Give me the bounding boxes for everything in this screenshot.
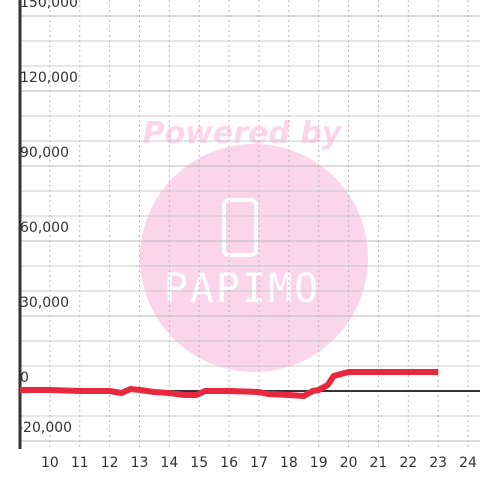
x-tick-label: 20 (340, 455, 358, 471)
x-tick-label: 17 (250, 455, 268, 471)
x-tick-label: 10 (41, 455, 59, 471)
watermark-circle (140, 144, 368, 372)
y-tick-label: 30,000 (20, 295, 69, 311)
x-tick-label: 12 (101, 455, 119, 471)
x-tick-label: 23 (429, 455, 447, 471)
x-tick-label: 11 (71, 455, 89, 471)
y-tick-label: 90,000 (20, 145, 69, 161)
y-tick-label: 120,000 (20, 70, 78, 86)
y-tick-label: 0 (20, 370, 29, 386)
y-tick-label: 150,000 (20, 0, 78, 11)
x-tick-label: 22 (399, 455, 417, 471)
x-tick-label: 18 (280, 455, 298, 471)
x-tick-label: 14 (160, 455, 178, 471)
x-tick-label: 19 (310, 455, 328, 471)
x-tick-label: 15 (190, 455, 208, 471)
y-tick-label: 60,000 (20, 220, 69, 236)
watermark-icon (222, 198, 258, 257)
x-tick-label: 16 (220, 455, 238, 471)
y-tick-label: -20,000 (18, 420, 72, 436)
series-line (20, 369, 439, 399)
x-tick-label: 21 (370, 455, 388, 471)
watermark-top: Powered by (143, 116, 343, 151)
watermark-logo: PAPIMO (164, 266, 321, 312)
x-tick-label: 24 (459, 455, 477, 471)
x-tick-label: 13 (131, 455, 149, 471)
